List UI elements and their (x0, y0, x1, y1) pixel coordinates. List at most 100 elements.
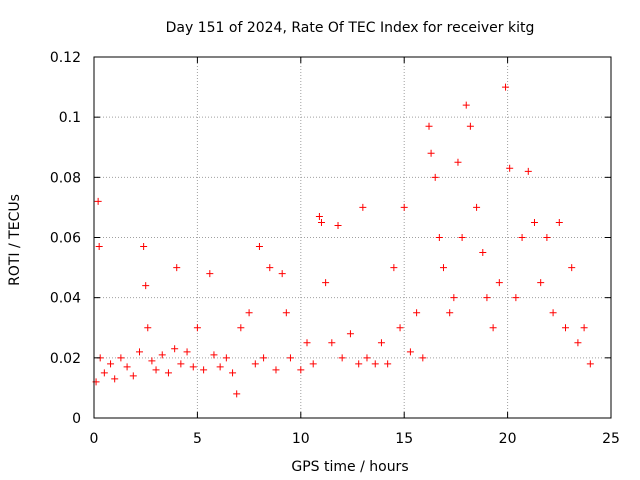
x-tick-label: 0 (90, 431, 99, 447)
data-point (171, 345, 179, 353)
data-point (406, 348, 414, 356)
data-point (216, 363, 224, 371)
data-point (427, 149, 435, 157)
data-point (479, 249, 487, 257)
data-point (135, 348, 143, 356)
chart-title: Day 151 of 2024, Rate Of TEC Index for r… (166, 20, 535, 36)
data-point (473, 203, 481, 211)
data-point (537, 279, 545, 287)
data-point (495, 279, 503, 287)
x-tick-label: 25 (602, 431, 620, 447)
data-point (489, 324, 497, 332)
data-point (173, 264, 181, 272)
data-point (297, 366, 305, 374)
data-point (450, 294, 458, 302)
y-tick-label: 0 (72, 411, 81, 427)
x-axis-label: GPS time / hours (291, 459, 408, 475)
data-point (152, 366, 160, 374)
data-point (144, 324, 152, 332)
data-point (568, 264, 576, 272)
data-point (425, 122, 433, 130)
data-point (413, 309, 421, 317)
data-point (580, 324, 588, 332)
data-point (142, 282, 150, 290)
data-point (303, 339, 311, 347)
data-point (390, 264, 398, 272)
data-point (183, 348, 191, 356)
data-point (189, 363, 197, 371)
x-tick-label: 10 (292, 431, 310, 447)
data-point (346, 330, 354, 338)
data-point (458, 234, 466, 241)
data-point (384, 360, 392, 368)
data-point (111, 375, 119, 383)
y-tick-label: 0.04 (50, 291, 81, 307)
data-point (574, 339, 582, 347)
data-point (586, 360, 594, 368)
data-point (210, 351, 218, 359)
data-point (107, 360, 115, 368)
data-point (123, 363, 131, 371)
data-point (222, 354, 230, 362)
y-tick-label: 0.12 (50, 50, 81, 66)
data-point (359, 203, 367, 211)
data-point (483, 294, 491, 302)
x-tick-label: 20 (499, 431, 517, 447)
data-point (555, 218, 563, 226)
data-point (286, 354, 294, 362)
data-point (431, 173, 439, 181)
grid (94, 57, 611, 418)
data-point (233, 390, 241, 398)
data-point (371, 360, 379, 368)
data-point (328, 339, 336, 347)
data-point (317, 218, 325, 226)
data-point (543, 234, 551, 241)
y-tick-label: 0.02 (50, 351, 81, 367)
data-point (206, 270, 214, 278)
data-point (255, 243, 263, 251)
data-point (512, 294, 520, 302)
data-point (309, 360, 317, 368)
data-point (454, 158, 462, 166)
data-point (260, 354, 268, 362)
data-point (530, 218, 538, 226)
data-point (338, 354, 346, 362)
data-point (95, 243, 103, 251)
data-point (439, 264, 447, 272)
data-point (419, 354, 427, 362)
data-point (446, 309, 454, 317)
data-point (435, 234, 443, 241)
data-point (322, 279, 330, 287)
data-point (140, 243, 148, 251)
data-point (282, 309, 290, 317)
data-point (549, 309, 557, 317)
data-point (129, 372, 137, 380)
data-point (502, 83, 510, 91)
data-point (148, 357, 156, 365)
data-point (100, 369, 108, 377)
x-tick-label: 15 (395, 431, 413, 447)
data-point (266, 264, 274, 272)
y-tick-label: 0.08 (50, 170, 81, 186)
data-point (158, 351, 166, 359)
data-point (562, 324, 570, 332)
y-tick-label: 0.1 (59, 110, 81, 126)
data-point (193, 324, 201, 332)
data-point (272, 366, 280, 374)
data-point (377, 339, 385, 347)
data-point (334, 221, 342, 229)
data-point (396, 324, 404, 332)
data-point (315, 212, 323, 220)
x-tick-label: 5 (193, 431, 202, 447)
data-point (200, 366, 208, 374)
y-tick-label: 0.06 (50, 231, 81, 247)
data-point (518, 234, 526, 241)
data-point (94, 197, 102, 205)
data-point (506, 164, 514, 172)
axis-ticks: 0 5 10 15 20 25 0 0.02 0.04 0.06 0.08 0.1 0.12 (50, 50, 620, 447)
data-points (92, 83, 594, 398)
data-point (462, 101, 470, 109)
data-point (164, 369, 172, 377)
